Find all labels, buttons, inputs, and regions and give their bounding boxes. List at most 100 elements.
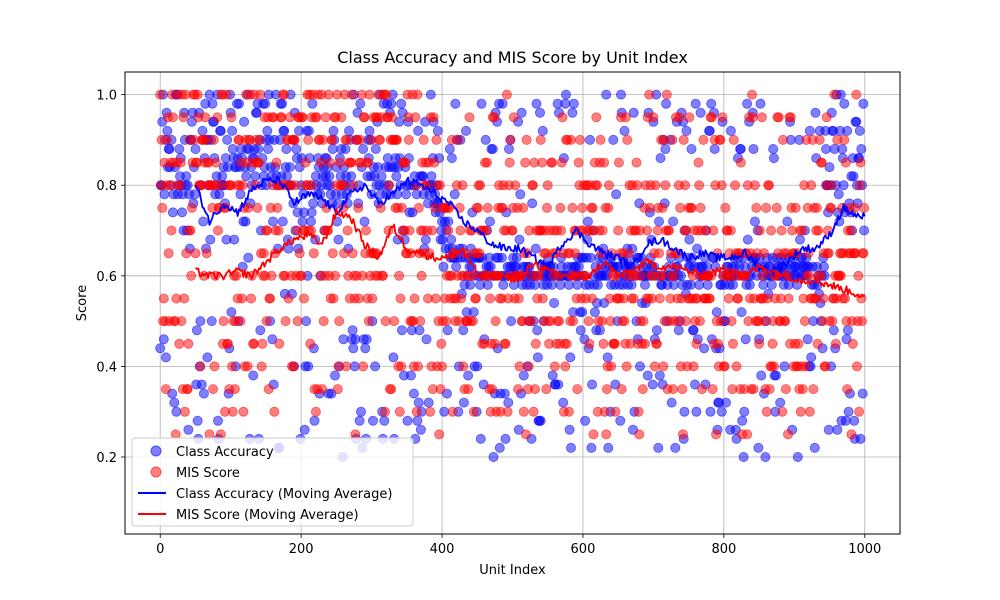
mis-score-point xyxy=(806,180,817,191)
class-accuracy-point xyxy=(670,442,681,453)
mis-score-point xyxy=(823,248,834,259)
mis-score-point xyxy=(386,384,397,395)
class-accuracy-point xyxy=(823,424,834,435)
class-accuracy-point xyxy=(535,415,546,426)
mis-score-point xyxy=(621,361,632,372)
mis-score-point xyxy=(800,361,811,372)
mis-score-point xyxy=(175,157,186,168)
mis-score-point xyxy=(174,180,185,191)
mis-score-point xyxy=(346,89,357,100)
mis-score-point xyxy=(288,361,299,372)
class-accuracy-point xyxy=(181,171,192,182)
class-accuracy-point xyxy=(758,279,769,290)
mis-score-point xyxy=(505,134,516,145)
mis-score-point xyxy=(728,338,739,349)
class-accuracy-point xyxy=(738,451,749,462)
mis-score-point xyxy=(190,248,201,259)
mis-score-point xyxy=(283,293,294,304)
class-accuracy-point xyxy=(164,143,175,154)
mis-score-point xyxy=(346,157,357,168)
class-accuracy-point xyxy=(475,433,486,444)
mis-score-point xyxy=(815,270,826,281)
class-accuracy-point xyxy=(736,307,747,318)
class-accuracy-point xyxy=(527,198,538,209)
x-tick-label: 200 xyxy=(289,542,314,557)
class-accuracy-point xyxy=(198,388,209,399)
mis-score-point xyxy=(427,225,438,236)
mis-score-point xyxy=(613,225,624,236)
mis-score-point xyxy=(353,202,364,213)
mis-score-point xyxy=(827,316,838,327)
mis-score-point xyxy=(680,180,691,191)
class-accuracy-point xyxy=(728,279,739,290)
mis-score-point xyxy=(222,338,233,349)
mis-score-point xyxy=(854,180,865,191)
class-accuracy-point xyxy=(158,334,169,345)
mis-score-point xyxy=(425,406,436,417)
class-accuracy-point xyxy=(243,252,254,263)
mis-score-point xyxy=(761,202,772,213)
mis-score-point xyxy=(716,316,727,327)
class-accuracy-point xyxy=(532,352,543,363)
mis-score-point xyxy=(418,134,429,145)
mis-score-point xyxy=(533,270,544,281)
mis-score-point xyxy=(294,248,305,259)
class-accuracy-point xyxy=(679,406,690,417)
mis-score-point xyxy=(447,406,458,417)
mis-score-point xyxy=(320,112,331,123)
mis-score-point xyxy=(162,134,173,145)
mis-score-point xyxy=(348,180,359,191)
class-accuracy-point xyxy=(775,397,786,408)
class-accuracy-point xyxy=(783,279,794,290)
mis-score-point xyxy=(528,406,539,417)
legend-box xyxy=(131,437,414,527)
class-accuracy-point xyxy=(202,352,213,363)
class-accuracy-point xyxy=(476,98,487,109)
mis-score-point xyxy=(601,429,612,440)
mis-score-point xyxy=(840,157,851,168)
class-accuracy-point xyxy=(673,325,684,336)
class-accuracy-point xyxy=(361,334,372,345)
mis-score-point xyxy=(708,225,719,236)
mis-score-point xyxy=(547,157,558,168)
mis-score-point xyxy=(759,248,770,259)
mis-score-point xyxy=(339,248,350,259)
mis-score-point xyxy=(513,293,524,304)
mis-score-point xyxy=(327,248,338,259)
mis-score-point xyxy=(777,406,788,417)
class-accuracy-point xyxy=(367,415,378,426)
mis-score-point xyxy=(575,134,586,145)
class-accuracy-point xyxy=(760,451,771,462)
class-accuracy-point xyxy=(851,116,862,127)
mis-score-point xyxy=(375,202,386,213)
mis-score-point xyxy=(490,316,501,327)
mis-score-point xyxy=(158,293,169,304)
mis-score-point xyxy=(386,112,397,123)
class-accuracy-point xyxy=(843,406,854,417)
mis-score-point xyxy=(229,384,240,395)
mis-score-point xyxy=(549,361,560,372)
mis-score-point xyxy=(686,202,697,213)
mis-score-point xyxy=(308,248,319,259)
mis-score-point xyxy=(638,316,649,327)
class-accuracy-point xyxy=(485,261,496,272)
class-accuracy-point xyxy=(439,406,450,417)
mis-score-points xyxy=(155,89,870,440)
class-accuracy-point xyxy=(297,216,308,227)
mis-score-point xyxy=(208,384,219,395)
mis-score-point xyxy=(563,406,574,417)
class-accuracy-point xyxy=(666,397,677,408)
class-accuracy-point xyxy=(324,171,335,182)
class-accuracy-point xyxy=(215,125,226,136)
mis-score-point xyxy=(428,112,439,123)
class-accuracy-point xyxy=(350,334,361,345)
mis-score-point xyxy=(347,248,358,259)
mis-score-point xyxy=(542,180,553,191)
class-accuracy-point xyxy=(327,143,338,154)
class-accuracy-point xyxy=(560,98,571,109)
y-tick-label: 0.2 xyxy=(96,451,117,466)
class-accuracy-point xyxy=(531,98,542,109)
mis-score-point xyxy=(482,202,493,213)
class-accuracy-point xyxy=(628,107,639,118)
mis-score-point xyxy=(218,316,229,327)
